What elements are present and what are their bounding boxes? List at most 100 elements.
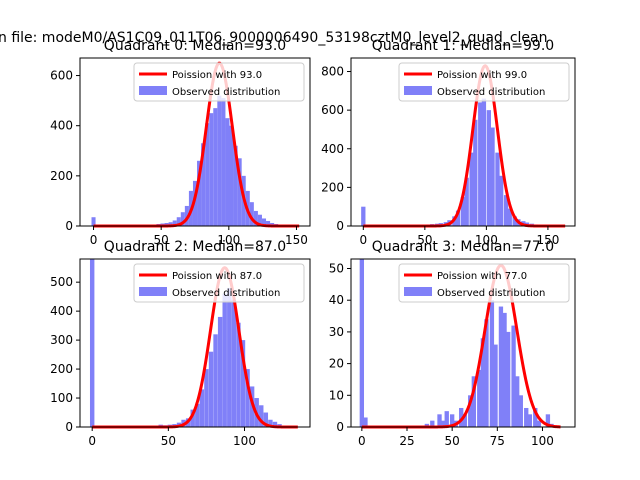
histogram-bar — [240, 340, 246, 427]
x-tick-label: 50 — [417, 233, 432, 247]
legend-box — [133, 263, 305, 303]
y-tick-label: 200 — [50, 169, 73, 183]
x-tick-label: 0 — [88, 434, 96, 448]
histogram-bar — [249, 202, 254, 226]
y-tick-label: 200 — [321, 180, 344, 194]
legend-box — [398, 263, 570, 303]
histogram-bar — [493, 344, 498, 427]
histogram-bar — [227, 287, 232, 427]
histogram-bar — [471, 376, 477, 427]
histogram-bar — [217, 316, 223, 427]
x-tick-label: 0 — [359, 233, 367, 247]
histogram-bar — [363, 417, 368, 427]
histogram-bar — [261, 218, 267, 226]
histogram-bar — [473, 119, 478, 226]
histogram-bar — [208, 351, 214, 427]
histogram-bar — [424, 423, 430, 427]
histogram-bar — [217, 95, 222, 226]
histogram-bar — [515, 376, 520, 427]
histogram-bar — [213, 108, 218, 226]
legend-label-poisson: Poission with 99.0 — [437, 70, 527, 81]
histogram-bar — [478, 102, 483, 226]
y-tick-label: 600 — [321, 103, 344, 117]
y-tick-label: 0 — [336, 219, 344, 233]
y-tick-label: 30 — [329, 325, 344, 339]
y-tick-label: 600 — [50, 69, 73, 83]
histogram-bar — [253, 210, 258, 226]
histogram-bar — [486, 110, 491, 226]
legend-hist-swatch — [404, 287, 432, 296]
histogram-bar — [272, 421, 278, 427]
y-tick-label: 400 — [50, 119, 73, 133]
x-tick-label: 50 — [154, 233, 169, 247]
legend-label-observed: Observed distribution — [437, 87, 545, 98]
histogram-bar — [197, 160, 202, 226]
legend-box — [133, 62, 305, 102]
histogram-bar — [449, 414, 455, 427]
histogram-bar — [462, 414, 467, 427]
histogram-bar — [172, 220, 177, 226]
histogram-bar — [502, 312, 507, 427]
y-tick-label: 0 — [65, 420, 73, 434]
legend-label-observed: Observed distribution — [172, 288, 280, 299]
panel-title: Quadrant 1: Median=99.0 — [372, 38, 554, 54]
y-tick-label: 20 — [329, 357, 344, 371]
axes-frame — [350, 57, 576, 227]
x-tick-label: 100 — [217, 233, 240, 247]
x-tick-label: 0 — [358, 434, 366, 448]
legend-label-poisson: Poission with 93.0 — [172, 70, 262, 81]
histogram-bar — [460, 197, 466, 226]
y-tick-label: 50 — [329, 262, 344, 276]
histogram-bar — [222, 293, 227, 427]
legend-label-poisson: Poission with 77.0 — [437, 271, 527, 282]
histogram-bar — [237, 158, 242, 226]
y-tick-label: 0 — [65, 219, 73, 233]
histogram-bar — [209, 113, 214, 226]
histogram-bar — [495, 152, 500, 226]
histogram-bar — [481, 98, 487, 226]
y-tick-label: 10 — [329, 388, 344, 402]
panel-title: Quadrant 0: Median=93.0 — [104, 38, 286, 54]
legend-label-observed: Observed distribution — [172, 87, 280, 98]
histogram-bar — [231, 299, 237, 427]
histogram-bar — [545, 414, 551, 427]
histogram-bar — [195, 403, 200, 427]
histogram-bar — [359, 259, 365, 427]
histogram-bar — [201, 143, 206, 226]
histogram-bar — [257, 214, 262, 226]
y-tick-label: 400 — [50, 304, 73, 318]
legend-label-observed: Observed distribution — [437, 288, 545, 299]
histogram-bar — [268, 419, 273, 427]
panel-quadrant-2: 0 50 100 0 100 200 300 400 500 Poission with 87.0… — [50, 239, 311, 448]
histogram-bar — [430, 420, 435, 427]
histogram-bar — [507, 208, 512, 226]
histogram-bar — [524, 407, 529, 427]
panel-title: Quadrant 2: Median=87.0 — [104, 239, 286, 255]
histogram-bar — [468, 395, 473, 427]
histogram-bar — [259, 405, 264, 427]
histogram-bar — [444, 411, 449, 427]
panel-quadrant-0: 0 50 100 150 0 200 400 600 Poission with 93.0 Obs… — [50, 38, 311, 247]
y-tick-label: 0 — [336, 420, 344, 434]
y-tick-label: 40 — [329, 293, 344, 307]
histogram-bar — [89, 259, 95, 427]
x-tick-label: 100 — [531, 434, 554, 448]
histogram-bar — [499, 175, 504, 226]
histogram-bar — [464, 177, 469, 226]
histogram-bar — [180, 212, 185, 226]
histogram-bar — [225, 118, 230, 226]
histogram-bar — [484, 319, 489, 427]
histogram-bar — [440, 420, 446, 427]
axes-frame — [350, 258, 576, 428]
panel-quadrant-3: 0 25 50 75 100 0 10 20 30 40 50 Poission with 77.0 O… — [329, 239, 576, 448]
histogram-bar — [512, 216, 517, 226]
histogram-bar — [192, 180, 198, 226]
x-tick-label: 50 — [445, 434, 460, 448]
histogram-bar — [518, 395, 523, 427]
histogram-bar — [511, 325, 516, 427]
x-tick-label: 150 — [285, 233, 308, 247]
y-tick-label: 500 — [50, 275, 73, 289]
histogram-bar — [536, 420, 542, 427]
y-tick-label: 400 — [321, 142, 344, 156]
